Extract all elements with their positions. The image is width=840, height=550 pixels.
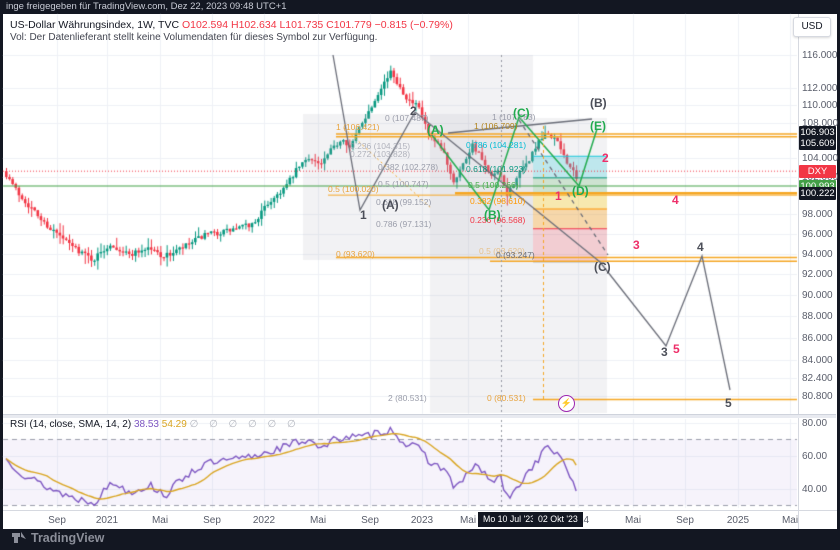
fib-level-label[interactable]: 1 (107.283) (492, 112, 536, 122)
price-tick: 94.000 (802, 248, 833, 260)
rsi-title[interactable]: RSI (10, 419, 27, 430)
price-badge: 105.609 (799, 137, 836, 151)
time-tick: Sep (361, 515, 379, 526)
wave-label[interactable]: 2 (410, 104, 417, 118)
ohlc-values: O102.594 H102.634 L101.735 C101.779 −0.8… (181, 19, 453, 31)
rsi-legend[interactable]: RSI (14, close, SMA, 14, 2) 38.53 54.29 … (10, 419, 300, 430)
fib-level-label[interactable]: 0.236 (104.315) (350, 141, 411, 151)
wave-label[interactable]: 2 (602, 151, 609, 165)
rsi-empty-values: ∅ ∅ ∅ ∅ ∅ ∅ (189, 419, 300, 430)
price-tick: 98.000 (802, 209, 833, 221)
price-tick: 88.000 (802, 310, 833, 322)
fib-level-label[interactable]: 0.272 (103.828) (350, 149, 411, 159)
wave-label[interactable]: (B) (484, 208, 501, 222)
time-tick: Sep (48, 515, 66, 526)
time-tick: Mai (624, 515, 642, 526)
wave-label[interactable]: 4 (672, 193, 679, 207)
rsi-tick: 40.00 (802, 483, 828, 495)
time-tick: 2025 (726, 515, 750, 526)
time-tick: Mai (781, 515, 799, 526)
time-axis[interactable] (3, 510, 798, 530)
wave-label[interactable]: 3 (661, 345, 668, 359)
time-tick: Mai (309, 515, 327, 526)
pane-separator[interactable] (3, 414, 836, 418)
fib-level-label[interactable]: 0 (107.487) (385, 113, 429, 123)
price-tick: 104.000 (802, 153, 839, 165)
fib-level-label[interactable]: 0.618 (101.923) (466, 164, 527, 174)
wave-label[interactable]: (E) (590, 119, 606, 133)
wave-label[interactable]: (A) (427, 123, 444, 137)
wave-label[interactable]: 5 (673, 342, 680, 356)
symbol-title[interactable]: US-Dollar Währungsindex, 1W, TVC (10, 19, 180, 31)
time-tick: Sep (203, 515, 221, 526)
time-tick: Mai (151, 515, 169, 526)
fib-level-label[interactable]: 0.5 (100.266) (468, 180, 519, 190)
fib-level-label[interactable]: 2 (80.531) (388, 393, 427, 403)
wave-label[interactable]: 5 (725, 396, 732, 410)
price-tick: 84.000 (802, 354, 833, 366)
fib-level-label[interactable]: 0 (93.620) (336, 249, 375, 259)
rsi-sma-value: 54.29 (161, 419, 187, 430)
time-tick: 2023 (410, 515, 434, 526)
time-axis-badge: 02 Okt '23 (533, 512, 583, 527)
wave-label[interactable]: (D) (572, 184, 589, 198)
wave-label[interactable]: (C) (594, 260, 611, 274)
bottom-frame (0, 529, 840, 550)
currency-unit-button[interactable]: USD (793, 17, 831, 37)
rsi-params: (14, close, SMA, 14, 2) (29, 419, 132, 430)
price-tick: 86.000 (802, 332, 833, 344)
tradingview-logo-text: TradingView (31, 531, 105, 545)
price-tick: 108.000 (802, 117, 839, 129)
volume-note: Vol: Der Datenlieferant stellt keine Vol… (10, 32, 378, 43)
tradingview-logo-icon (12, 531, 26, 545)
price-tick: 82.400 (802, 372, 833, 384)
fib-level-label[interactable]: 0.5 (93.620) (479, 246, 525, 256)
wave-label[interactable]: 1 (555, 189, 562, 203)
symbol-legend[interactable]: US-Dollar Währungsindex, 1W, TVC O102.59… (10, 19, 453, 31)
rsi-tick: 80.00 (802, 418, 828, 429)
wave-label[interactable]: (B) (590, 96, 607, 110)
price-tick: 112.000 (802, 83, 838, 95)
fib-level-label[interactable]: 1 (106.421) (336, 122, 380, 132)
tradingview-logo[interactable]: TradingView (12, 531, 104, 545)
wave-label[interactable]: (C) (513, 106, 530, 120)
wave-label[interactable]: 1 (360, 208, 367, 222)
fib-level-label[interactable]: 0.618 (99.152) (376, 197, 432, 207)
price-tick: 96.000 (802, 228, 833, 240)
fib-level-label[interactable]: 1 (106.709) (474, 121, 518, 131)
fib-level-label[interactable]: 0 (93.247) (496, 250, 535, 260)
rsi-tick: 60.00 (802, 450, 828, 462)
price-tick: 90.000 (802, 289, 833, 301)
time-tick: 2021 (95, 515, 119, 526)
fib-lightning-icon[interactable]: ⚡ (558, 395, 575, 412)
wave-label[interactable]: 4 (697, 240, 704, 254)
price-badge: 100.222 (799, 186, 836, 200)
axis-corner (798, 510, 837, 530)
time-tick: Mai (459, 515, 477, 526)
wave-label[interactable]: 3 (633, 238, 640, 252)
price-badge: DXY (799, 164, 836, 178)
fib-level-label[interactable]: 0.382 (98.610) (470, 196, 526, 206)
price-tick: 116.000 (802, 50, 838, 62)
fib-level-label[interactable]: 0.236 (96.568) (470, 215, 526, 225)
fib-level-label[interactable]: 0.5 (100.747) (378, 179, 429, 189)
price-tick: 110.000 (802, 100, 838, 112)
fib-level-label[interactable]: 0.5 (100.020) (328, 184, 379, 194)
fib-level-label[interactable]: 0.786 (104.281) (466, 140, 527, 150)
price-tick: 92.000 (802, 268, 833, 280)
time-axis-badge: Mo 10 Jul '23 (478, 512, 541, 527)
wave-label[interactable]: (A) (382, 198, 399, 212)
rsi-value: 38.53 (133, 419, 159, 430)
price-badge: 106.903 (799, 125, 836, 139)
time-tick: Sep (676, 515, 694, 526)
fib-level-label[interactable]: 0 (80.531) (487, 393, 526, 403)
fib-level-label[interactable]: 0.382 (102.278) (378, 162, 439, 172)
time-tick: 2022 (252, 515, 276, 526)
price-tick: 80.800 (802, 391, 833, 403)
fib-level-label[interactable]: 0.786 (97.131) (376, 219, 432, 229)
